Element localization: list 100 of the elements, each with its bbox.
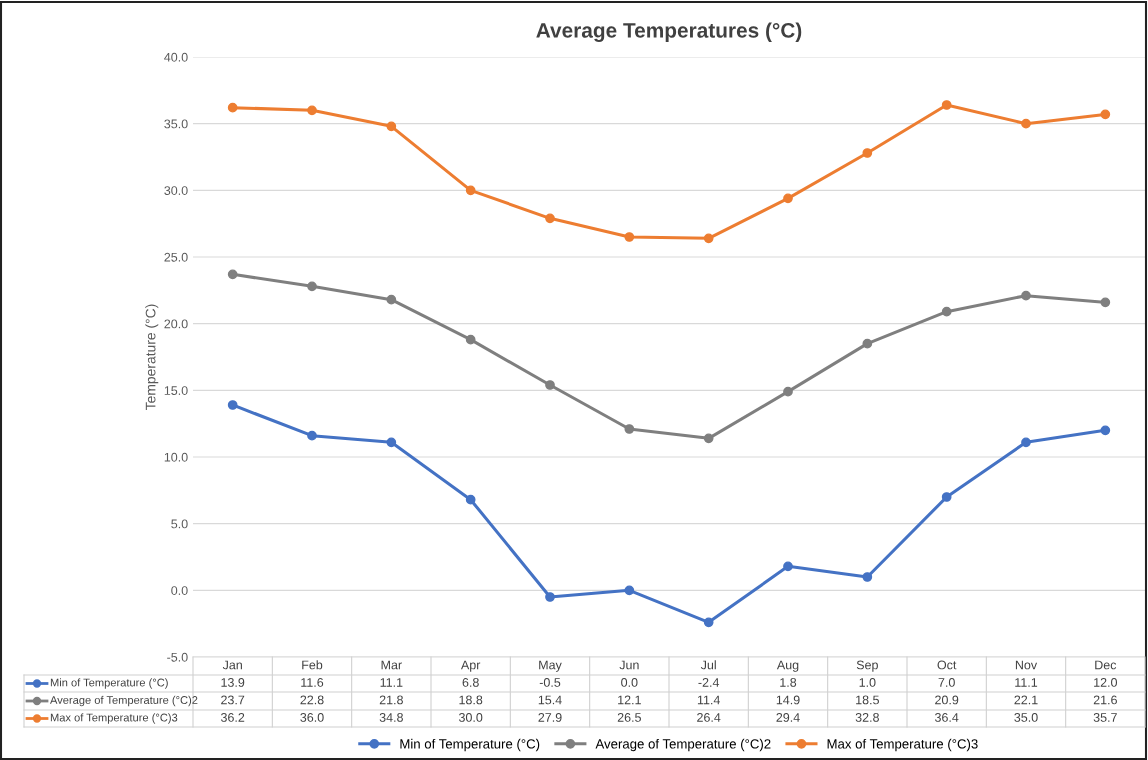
y-tick-label: -5.0 xyxy=(167,652,188,662)
data-label: 1.8 xyxy=(780,678,797,687)
point xyxy=(545,592,555,602)
text: Average of Temperature (°C)2 xyxy=(595,738,771,752)
point xyxy=(624,585,635,596)
data-label: 15.4 xyxy=(538,695,562,705)
point xyxy=(941,100,952,110)
x-tick-label: May xyxy=(539,660,562,672)
data-label: 22.1 xyxy=(1014,695,1038,705)
data-label: 21.6 xyxy=(1093,695,1117,705)
data-label: 11.1 xyxy=(1015,678,1038,687)
point xyxy=(862,338,873,349)
data-label: 34.8 xyxy=(379,713,403,722)
point xyxy=(545,213,555,224)
data-label: 30.0 xyxy=(458,713,483,722)
legend-label: Average of Temperature (°C)2 xyxy=(50,695,198,707)
point xyxy=(307,430,317,441)
text: Max of Temperature (°C)3 xyxy=(827,738,978,752)
x-tick-label: Aug xyxy=(776,660,799,672)
data-label: 36.2 xyxy=(220,713,245,722)
point xyxy=(465,334,476,345)
y-tick-label: 20.0 xyxy=(164,319,188,329)
point xyxy=(465,494,476,505)
data-label: 22.8 xyxy=(300,695,324,705)
point xyxy=(862,572,873,582)
point xyxy=(386,121,397,132)
data-label: 36.4 xyxy=(934,713,959,722)
x-tick-label: Jan xyxy=(222,660,242,670)
data-label: 20.9 xyxy=(935,695,959,705)
data-label: 21.8 xyxy=(379,695,403,705)
point xyxy=(624,424,635,434)
point xyxy=(465,185,476,196)
x-tick-label: Jul xyxy=(700,660,716,670)
point xyxy=(1021,437,1031,448)
point xyxy=(386,437,397,448)
data-label: 13.9 xyxy=(221,678,245,687)
data-label: 18.5 xyxy=(856,695,879,705)
point xyxy=(783,386,793,397)
legend-label: Min of Temperature (°C) xyxy=(50,678,168,689)
point xyxy=(703,233,714,244)
data-label: 11.6 xyxy=(301,678,324,687)
point xyxy=(703,617,714,628)
data-label: 35.7 xyxy=(1093,713,1117,722)
point xyxy=(1100,425,1111,436)
text: Min of Temperature (°C) xyxy=(400,738,540,752)
y-tick-label: 5.0 xyxy=(171,519,188,529)
point xyxy=(862,148,873,158)
data-label: 26.5 xyxy=(617,713,641,722)
x-tick-label: Feb xyxy=(302,660,323,670)
data-label: 12.0 xyxy=(1094,678,1118,687)
point xyxy=(1021,290,1031,301)
x-tick-label: Mar xyxy=(381,660,402,670)
y-tick-label: 30.0 xyxy=(164,186,188,195)
data-label: 18.8 xyxy=(459,695,483,705)
data-label: 7.0 xyxy=(938,678,955,687)
x-tick-label: Apr xyxy=(460,660,481,672)
point xyxy=(1021,118,1031,129)
y-tick-label: 10.0 xyxy=(164,452,188,462)
x-tick-label: Jun xyxy=(619,660,639,670)
y-tick-label: 40.0 xyxy=(164,52,188,62)
x-tick-label: Nov xyxy=(1015,660,1038,670)
y-tick-label: 35.0 xyxy=(164,119,188,129)
point xyxy=(941,306,952,317)
data-label: 0.0 xyxy=(621,678,638,687)
point xyxy=(941,492,952,502)
y-tick-label: 15.0 xyxy=(164,386,188,395)
point xyxy=(1100,109,1111,120)
point xyxy=(783,561,793,572)
point xyxy=(624,232,635,242)
point xyxy=(227,269,238,280)
data-label: 1.0 xyxy=(859,678,876,687)
point xyxy=(703,433,714,444)
data-label: -0.5 xyxy=(539,678,561,687)
data-label: 14.9 xyxy=(776,695,800,705)
data-label: -2.4 xyxy=(698,678,720,687)
point xyxy=(227,102,238,113)
point xyxy=(386,294,397,305)
point xyxy=(783,193,793,204)
legend-label: Max of Temperature (°C)3 xyxy=(50,713,178,724)
y-axis-title: Temperature (°C) xyxy=(145,304,159,411)
data-label: 23.7 xyxy=(221,695,245,705)
x-tick-label: Oct xyxy=(937,660,957,670)
point xyxy=(1100,297,1111,308)
x-tick-label: Sep xyxy=(856,660,878,672)
data-label: 26.4 xyxy=(697,713,721,722)
data-label: 36.0 xyxy=(300,713,324,722)
data-label: 11.1 xyxy=(380,678,403,687)
y-tick-label: 25.0 xyxy=(164,252,188,262)
data-label: 32.8 xyxy=(855,713,879,722)
point xyxy=(227,400,238,410)
point xyxy=(307,281,317,292)
y-tick-label: 0.0 xyxy=(171,586,188,595)
data-label: 35.0 xyxy=(1014,713,1038,722)
data-label: 11.4 xyxy=(697,695,721,705)
data-label: 6.8 xyxy=(462,678,479,687)
point xyxy=(307,105,317,116)
data-label: 29.4 xyxy=(776,713,800,722)
data-label: 12.1 xyxy=(618,695,641,705)
x-tick-label: Dec xyxy=(1095,660,1117,670)
data-label: 27.9 xyxy=(538,713,562,722)
